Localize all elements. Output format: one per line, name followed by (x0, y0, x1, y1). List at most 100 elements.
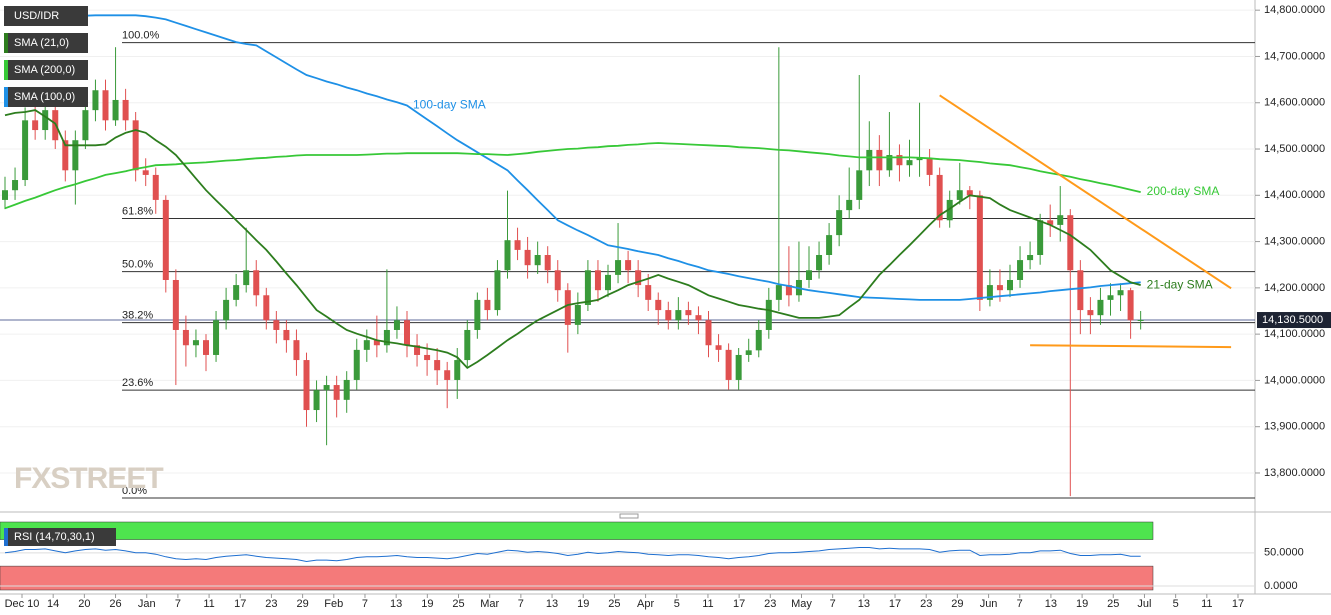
x-tick-label: 7 (1017, 598, 1023, 610)
legend-swatch (4, 33, 8, 53)
candle-body (424, 354, 431, 361)
candle-body (102, 90, 109, 121)
y-tick-label: 14,800.0000 (1264, 4, 1325, 16)
candle-body (303, 360, 310, 411)
candle-body (383, 329, 390, 346)
legend-text: USD/IDR (14, 10, 59, 22)
candle-body (323, 385, 330, 391)
candle-body (293, 340, 300, 361)
candle-body (444, 370, 451, 380)
candle-body (685, 310, 692, 316)
y-tick-label: 14,300.0000 (1264, 235, 1325, 247)
x-tick-label: Mar (480, 598, 499, 610)
candle-body (1057, 215, 1064, 225)
candle-body (976, 195, 983, 300)
candle-body (1097, 299, 1104, 316)
trendline (1030, 344, 1232, 349)
fib-label: 100.0% (122, 29, 160, 41)
candle-body (1077, 270, 1084, 311)
candle-body (574, 304, 581, 325)
x-tick-label: 13 (390, 598, 402, 610)
candle-body (42, 110, 49, 131)
candle-body (353, 349, 360, 380)
candle-body (273, 320, 280, 330)
candle-body (414, 345, 421, 355)
x-tick-label: 7 (175, 598, 181, 610)
x-tick-label: Dec 10 (5, 598, 40, 610)
x-tick-label: Apr (637, 598, 654, 610)
x-tick-label: 19 (1076, 598, 1088, 610)
candle-body (846, 199, 853, 211)
candle-body (946, 199, 953, 221)
candle-body (213, 320, 220, 355)
x-tick-label: 13 (1045, 598, 1057, 610)
candle-body (253, 270, 260, 296)
sma-label: 21-day SMA (1147, 277, 1213, 291)
y-tick-label: 14,100.0000 (1264, 328, 1325, 340)
rsi-legend[interactable]: RSI (14,70,30,1) (4, 528, 116, 546)
candle-body (393, 320, 400, 330)
candle-body (996, 285, 1003, 291)
candle-body (1017, 260, 1024, 280)
rsi-overbought-zone (0, 521, 1154, 540)
candle-body (806, 270, 812, 280)
candle-body (192, 340, 199, 346)
candle-body (363, 340, 370, 350)
candle-body (876, 149, 883, 171)
legend-item[interactable]: SMA (100,0) (4, 87, 88, 107)
x-tick-label: 11 (203, 598, 214, 610)
legend-swatch (4, 60, 8, 80)
fib-label: 0.0% (122, 485, 147, 497)
watermark: FXSTREET (14, 462, 163, 495)
candle-body (986, 285, 993, 300)
legend-box (4, 87, 88, 107)
candle-body (434, 360, 441, 371)
candle-body (594, 270, 601, 291)
candle-body (856, 170, 863, 200)
legend-box (4, 6, 88, 26)
candle-body (605, 274, 611, 291)
resize-handle[interactable] (619, 513, 639, 519)
legend-item[interactable]: USD/IDR (4, 6, 88, 26)
candle-body (645, 285, 652, 300)
x-tick-label: 17 (1232, 598, 1244, 610)
candle-body (1067, 215, 1074, 271)
candle-body (343, 379, 350, 400)
candle-body (564, 290, 571, 325)
candle-body (584, 270, 591, 305)
candle-body (836, 210, 843, 236)
x-tick-label: 7 (518, 598, 524, 610)
x-tick-label: 23 (920, 598, 932, 610)
x-tick-label: Jul (1137, 598, 1151, 610)
x-tick-label: 23 (764, 598, 776, 610)
x-tick-label: 25 (1107, 598, 1119, 610)
x-tick-label: 20 (78, 598, 90, 610)
candle-body (785, 285, 792, 296)
candle-body (454, 360, 461, 380)
rsi-oversold-zone (0, 565, 1154, 591)
candle-body (32, 120, 39, 131)
candle-body (745, 350, 752, 355)
x-tick-label: 7 (362, 598, 368, 610)
candle-body (373, 340, 380, 346)
legend-item[interactable]: SMA (200,0) (4, 60, 88, 80)
candle-body (474, 299, 481, 330)
last-price-label: 14,130.5000 (1262, 314, 1323, 326)
candle-body (404, 320, 410, 346)
x-tick-label: 5 (674, 598, 680, 610)
x-tick-label: 19 (577, 598, 589, 610)
x-tick-label: Jun (980, 598, 998, 610)
candle-body (333, 385, 340, 400)
legend-item[interactable]: SMA (21,0) (4, 33, 88, 53)
candle-body (775, 285, 782, 300)
y-tick-label: 14,000.0000 (1264, 374, 1325, 386)
x-tick-label: 7 (830, 598, 836, 610)
sma-label: 100-day SMA (413, 98, 486, 112)
candle-body (12, 180, 19, 191)
candle-body (826, 235, 833, 255)
fib-label: 61.8% (122, 205, 153, 217)
candle-body (725, 349, 732, 380)
candle-body (223, 299, 230, 321)
candle-body (1127, 290, 1134, 321)
